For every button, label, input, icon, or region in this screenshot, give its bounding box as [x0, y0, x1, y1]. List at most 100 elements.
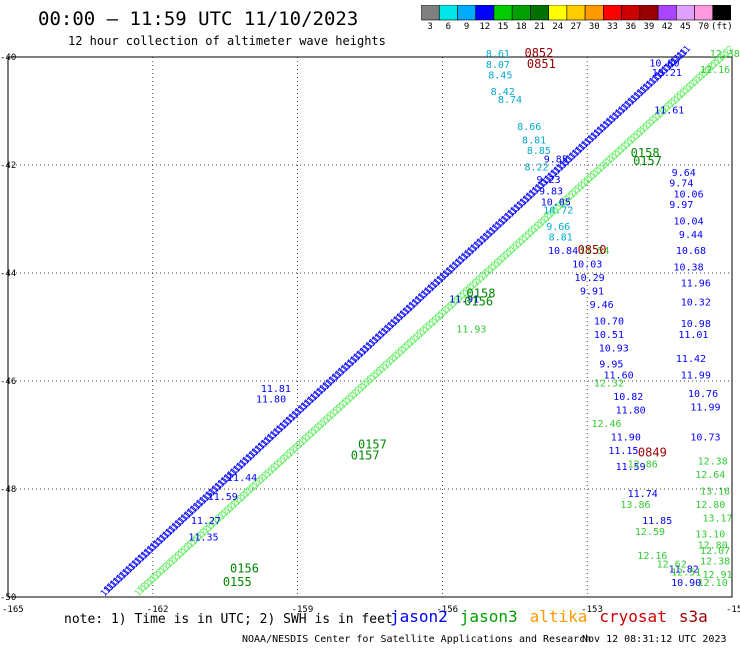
- y-tick-label: -44: [0, 269, 16, 279]
- data-point-jason2: 11.15: [608, 446, 638, 457]
- data-point-jason2: 10.51: [594, 330, 624, 341]
- data-point-jason3: 11.93: [456, 324, 486, 335]
- data-point-jason2: 10.82: [613, 392, 643, 403]
- data-point-jason2: 11.27: [191, 516, 221, 527]
- legend-label: 36: [625, 22, 637, 32]
- data-point-jason2: 10.90: [671, 578, 701, 589]
- data-point-jason2: 11.74: [628, 489, 658, 500]
- data-point-jason3: 12.38: [710, 49, 740, 60]
- legend-label: 70: [698, 22, 710, 32]
- data-point-jason2: 11.61: [654, 106, 684, 117]
- data-point-jason3: 12.86: [628, 459, 658, 470]
- data-point-jason2: 11.80: [616, 405, 646, 416]
- data-point-jason3: 12.16: [700, 65, 730, 76]
- y-tick-label: -48: [0, 485, 16, 495]
- data-point-jason2: 10.68: [676, 246, 706, 257]
- color-legend: [421, 5, 731, 21]
- data-point-altika: 8.22: [524, 162, 548, 173]
- data-point-jason2: 10.73: [690, 432, 720, 443]
- data-point-s3a: 0851: [527, 57, 556, 71]
- satellite-legend: jason2 jason3 altika cryosat s3a: [390, 607, 720, 626]
- data-point-jason2: 11.60: [604, 370, 634, 381]
- data-point-jason2: 11.35: [188, 532, 218, 543]
- data-point-jason2: 11.96: [681, 279, 711, 290]
- legend-label: 39: [643, 22, 655, 32]
- data-point-jason2: 10.32: [681, 297, 711, 308]
- plot-frame: [7, 56, 733, 598]
- data-point-altika: 8.45: [488, 71, 512, 82]
- data-point-time-jason2: 0157: [633, 154, 662, 168]
- data-point-altika: 8.07: [486, 60, 510, 71]
- data-point-jason3: 12.16: [637, 551, 667, 562]
- data-point-jason2: 10.93: [599, 343, 629, 354]
- data-point-jason2: 10.29: [575, 273, 605, 284]
- x-tick-label: -162: [147, 605, 169, 615]
- data-point-time-jason2: 0158: [631, 146, 660, 160]
- chart-subtitle: 12 hour collection of altimeter wave hei…: [68, 34, 386, 48]
- data-point-jason2: 9.85: [544, 154, 568, 165]
- footer-credit: NOAA/NESDIS Center for Satellite Applica…: [242, 634, 592, 645]
- legend-label: 6: [445, 22, 452, 32]
- data-point-jason2: 10.38: [674, 262, 704, 273]
- legend-label: (ft): [711, 22, 733, 32]
- data-point-jason3: 13.17: [702, 513, 732, 524]
- data-point-jason2: 11.80: [256, 395, 286, 406]
- color-legend-labels: 3 6 9 12 15 18 21 24 27 30 33 36 39 42 45 70 (ft): [421, 22, 733, 34]
- data-point-jason2: 11.81: [261, 384, 291, 395]
- data-point-jason3: 12.64: [695, 470, 725, 481]
- y-tick-label: -46: [0, 377, 16, 387]
- data-point-jason2: 9.74: [669, 179, 693, 190]
- data-point-jason2: 10.84: [548, 246, 578, 257]
- legend-label: 33: [607, 22, 618, 32]
- data-point-jason2: 10.04: [674, 216, 704, 227]
- y-tick-label: -40: [0, 53, 16, 63]
- data-point-jason3: 12.91: [702, 570, 732, 581]
- data-point-altika: 8.74: [498, 95, 522, 106]
- data-point-jason3: 12.38: [700, 557, 730, 568]
- data-point-jason2: 9.46: [590, 300, 614, 311]
- satellite-label-altika: altika: [529, 607, 588, 626]
- data-point-jason2: 9.23: [537, 175, 561, 186]
- x-tick-label: -153: [581, 605, 603, 615]
- data-point-s3a: 0849: [638, 446, 667, 460]
- data-point-jason3: 12.07: [700, 546, 730, 557]
- legend-label: 24: [552, 22, 564, 32]
- data-point-jason2: 10.21: [652, 68, 682, 79]
- data-point-jason2: 11.59: [616, 462, 646, 473]
- data-point-jason3: 12.46: [591, 419, 621, 430]
- data-point-jason2: 11.91: [449, 295, 479, 306]
- data-point-jason2: 9.95: [599, 360, 623, 371]
- data-point-time-jason2: 0158: [467, 286, 496, 300]
- y-tick-label: -50: [0, 593, 16, 603]
- legend-label: 15: [497, 22, 509, 32]
- data-point-jason2: 9.64: [672, 168, 696, 179]
- data-point-jason2: 9.91: [580, 287, 604, 298]
- data-point-jason2: 11.42: [676, 354, 706, 365]
- data-point-altika: 10.72: [543, 206, 573, 217]
- data-point-altika: 8.81: [522, 135, 546, 146]
- x-tick-label: -165: [2, 605, 24, 615]
- data-point-jason2: 10.70: [594, 316, 624, 327]
- data-point-jason2: 10.80: [649, 59, 679, 70]
- satellite-label-jason2: jason2: [390, 607, 448, 626]
- data-point-jason3: 12.62: [657, 559, 687, 570]
- footer-note: note: 1) Time is in UTC; 2) SWH is in fe…: [64, 612, 393, 627]
- data-point-altika: 9.66: [546, 222, 570, 233]
- footer-timestamp: Nov 12 08:31:12 UTC 2023: [582, 634, 727, 645]
- data-point-jason3: 12.51: [671, 567, 701, 578]
- data-point-jason2: 11.59: [208, 492, 238, 503]
- data-point-jason2: 11.99: [681, 370, 711, 381]
- legend-label: 45: [679, 22, 691, 32]
- data-point-jason3: 12.10: [698, 578, 728, 589]
- data-point-jason3: 13.10: [695, 530, 725, 541]
- data-point-jason3: 12.80: [698, 540, 728, 551]
- data-point-jason3: 13.86: [620, 500, 650, 511]
- satellite-label-s3a: s3a: [678, 607, 708, 626]
- legend-label: 27: [570, 22, 582, 32]
- data-point-jason3: 13.16: [700, 486, 730, 497]
- data-point-time-jason2: 0156: [230, 562, 259, 576]
- satellite-label-cryosat: cryosat: [599, 607, 667, 626]
- data-point-jason2: 11.90: [611, 432, 641, 443]
- y-tick-label: -42: [0, 161, 16, 171]
